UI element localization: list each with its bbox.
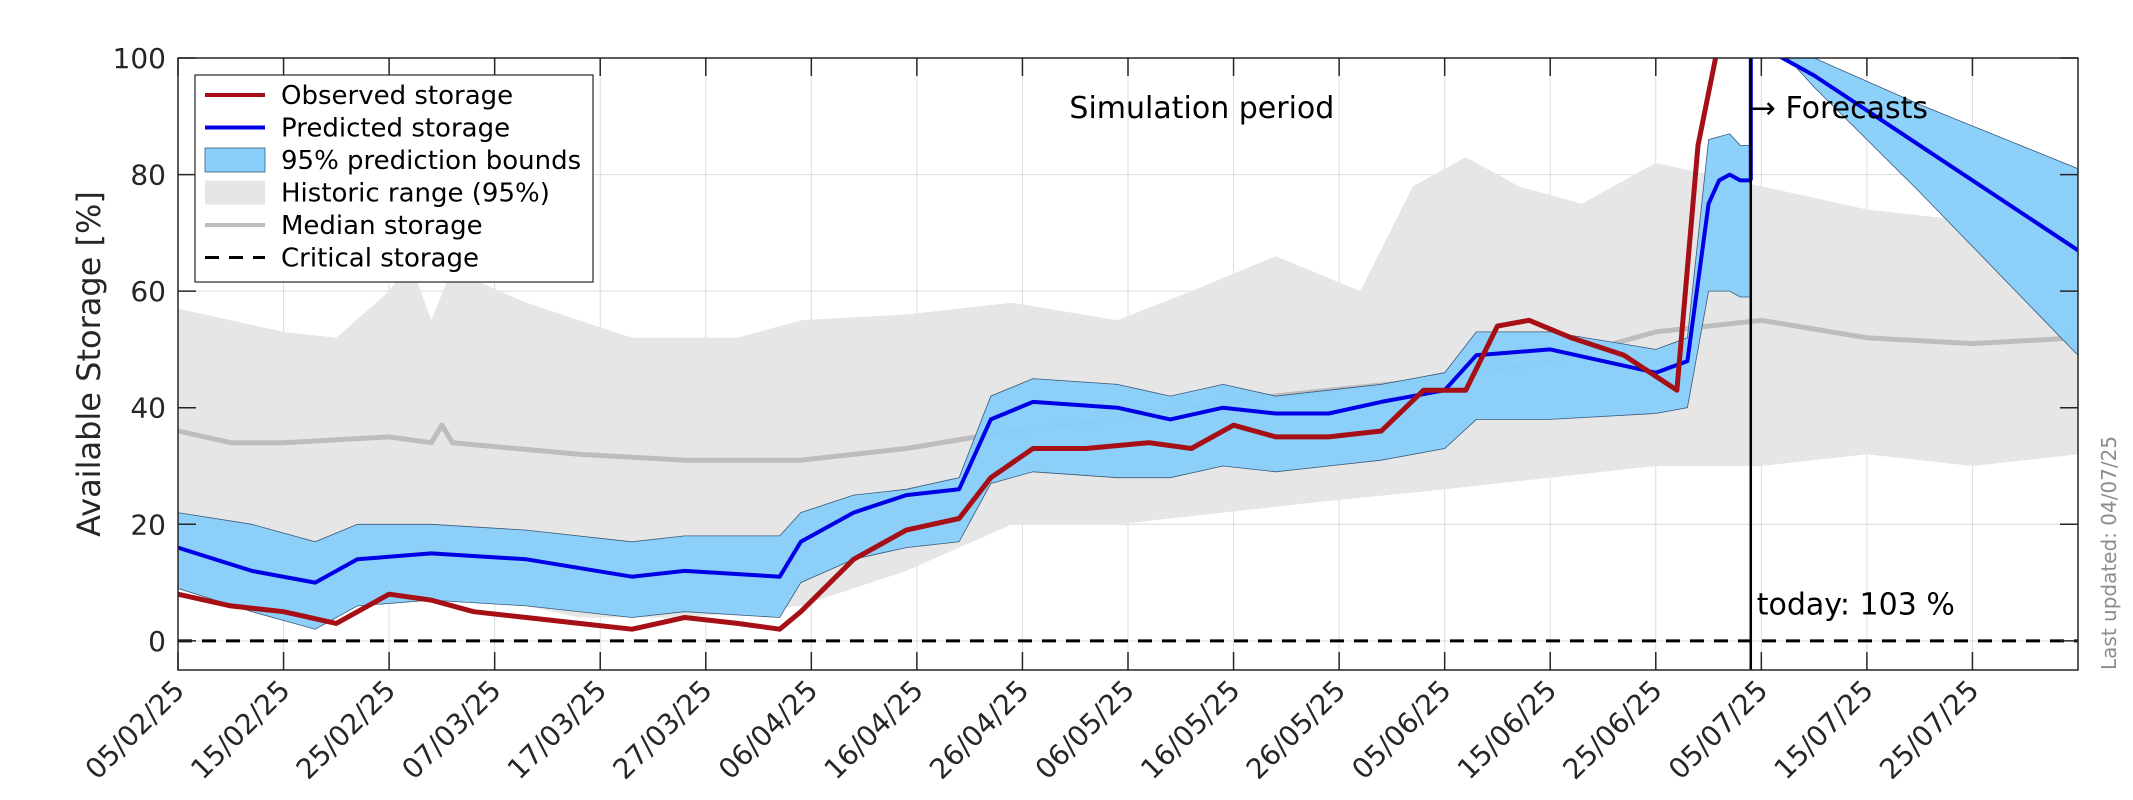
x-tick-label: 05/02/25 (79, 674, 191, 786)
y-tick-label: 60 (130, 275, 166, 308)
x-tick-label: 26/04/25 (923, 674, 1035, 786)
y-tick-label: 20 (130, 508, 166, 541)
x-tick-label: 06/04/25 (712, 674, 824, 786)
plot-area (178, 58, 2078, 670)
y-axis-label: Available Storage [%] (70, 191, 108, 537)
y-tick-label: 0 (148, 625, 166, 658)
x-tick-label: 05/06/25 (1345, 674, 1457, 786)
y-tick-label: 40 (130, 392, 166, 425)
legend-label: Critical storage (281, 244, 479, 274)
last-updated-label: Last updated: 04/07/25 (2097, 436, 2121, 670)
x-tick-label: 07/03/25 (395, 674, 507, 786)
x-tick-label: 15/07/25 (1768, 674, 1880, 786)
legend-label: Historic range (95%) (281, 179, 550, 209)
x-tick-label: 17/03/25 (501, 674, 613, 786)
x-tick-label: 15/06/25 (1451, 674, 1563, 786)
y-tick-label: 100 (113, 42, 166, 75)
legend-swatch (205, 180, 265, 205)
x-tick-label: 25/02/25 (290, 674, 402, 786)
legend-swatch (204, 147, 266, 173)
today-label: today: 103 % (1757, 588, 1955, 623)
simulation-period-label: Simulation period (1069, 91, 1334, 126)
axis-ticks (177, 57, 2078, 670)
legend-box (194, 74, 594, 283)
forecasts-label: → Forecasts (1751, 91, 1928, 126)
x-tick-label: 27/03/25 (606, 674, 718, 786)
x-tick-label: 26/05/25 (1240, 674, 1352, 786)
y-tick-label: 80 (130, 159, 166, 192)
x-tick-label: 16/05/25 (1134, 674, 1246, 786)
x-tick-label: 25/07/25 (1873, 674, 1985, 786)
x-tick-label: 05/07/25 (1662, 674, 1774, 786)
x-tick-label: 16/04/25 (818, 674, 930, 786)
x-tick-label: 25/06/25 (1556, 674, 1668, 786)
legend-label: Observed storage (281, 81, 513, 111)
forecast-bounds-band (1787, 58, 2078, 356)
legend-label: 95% prediction bounds (281, 146, 581, 176)
legend-label: Predicted storage (281, 114, 510, 144)
x-tick-label: 15/02/25 (184, 674, 296, 786)
predicted-storage-line (178, 172, 1751, 585)
observed-storage-line (178, 58, 1719, 632)
x-tick-label: 06/05/25 (1029, 674, 1141, 786)
median-storage-line (178, 317, 2078, 463)
legend-label: Median storage (281, 211, 483, 241)
